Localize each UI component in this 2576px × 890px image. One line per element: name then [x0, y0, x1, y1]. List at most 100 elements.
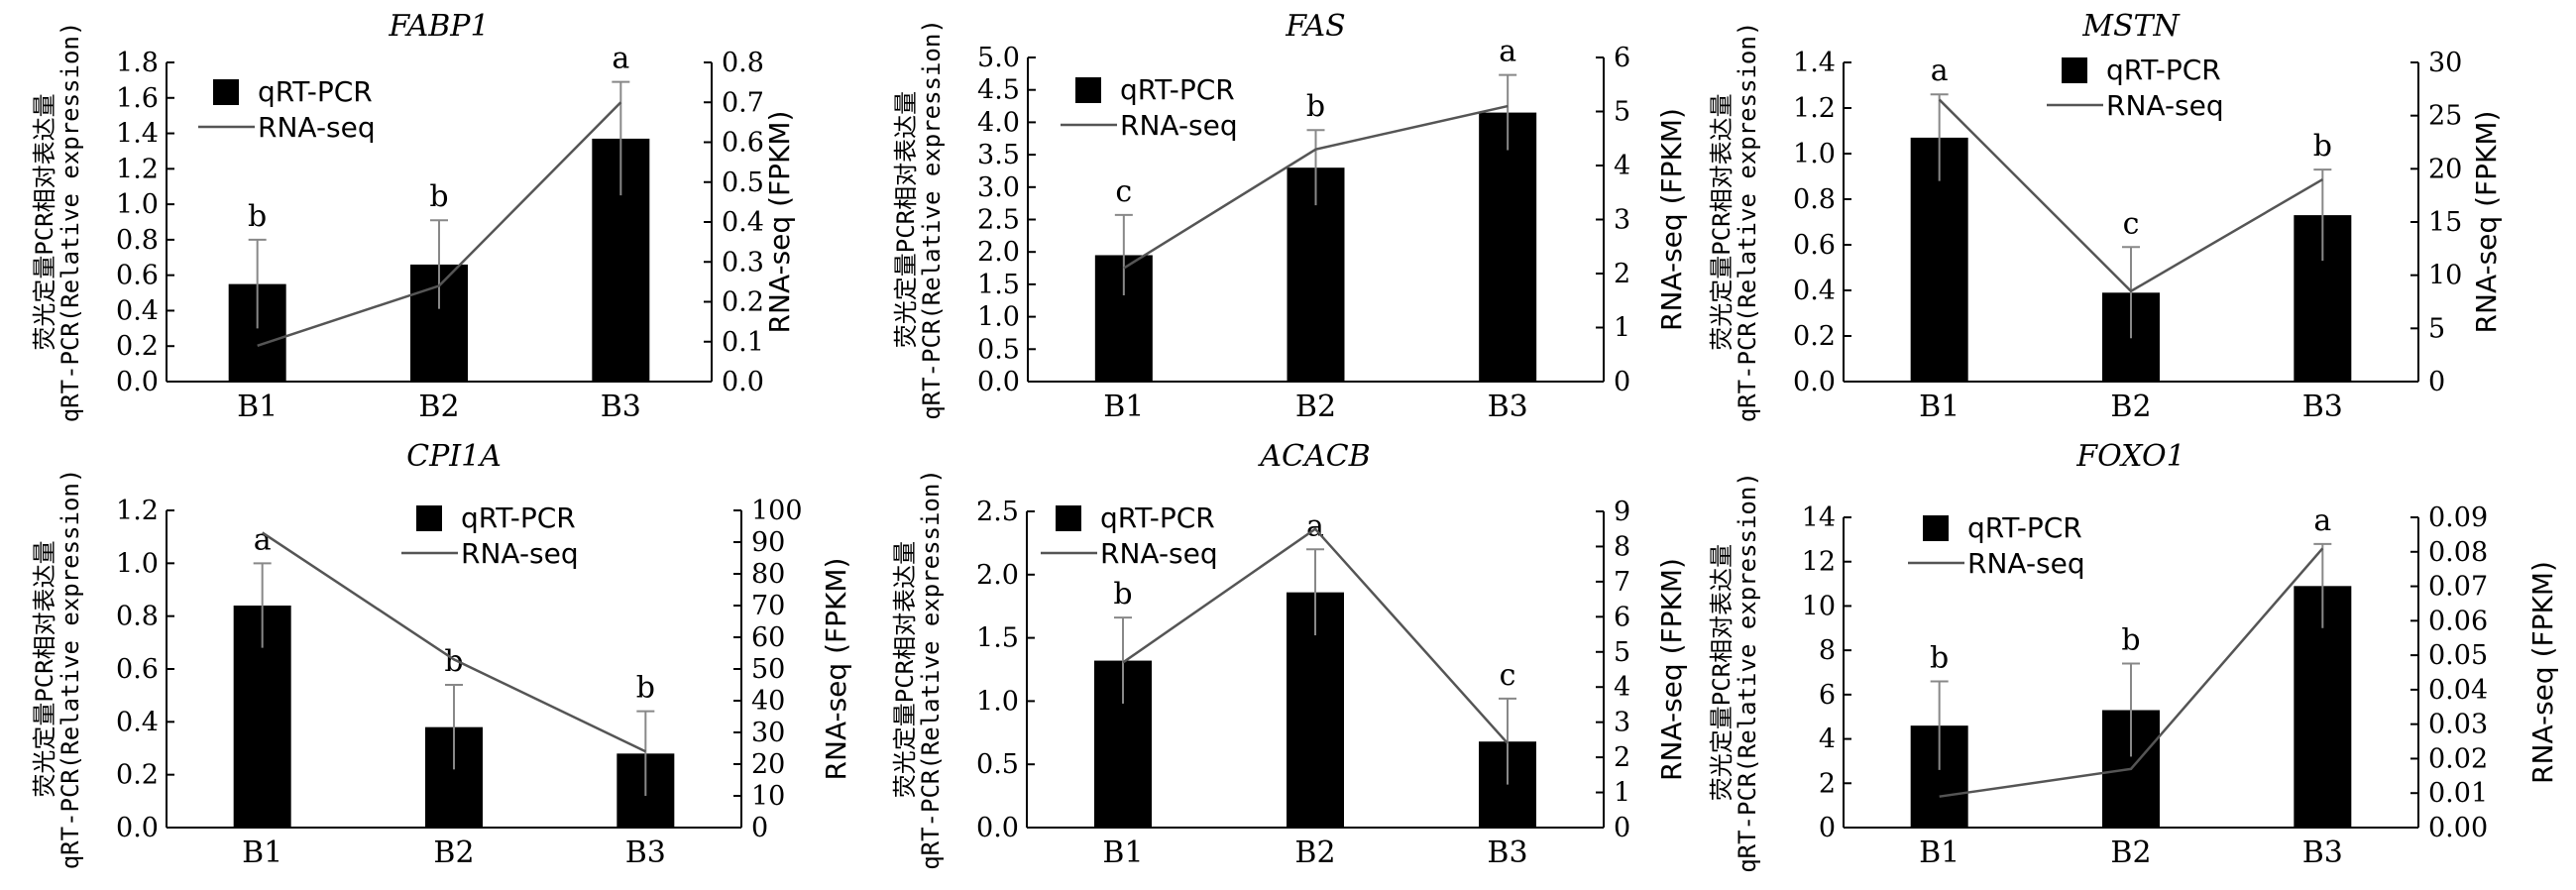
chart-panel-mstn: MSTN 0.0 0.2 0.4 0.6 0.8 1.0 1.2 1.4 0 5 10 15 20 25 30…	[1708, 9, 2503, 424]
category-label: B2	[2110, 835, 2151, 870]
y2-tick-label: 0.02	[2428, 743, 2488, 774]
y-tick-label: 1.0	[116, 548, 159, 579]
y-axis-title-en: qRT-PCR(Relative expression)	[918, 19, 946, 420]
y2-tick-label: 5	[2428, 313, 2445, 344]
category-label: B1	[1919, 835, 1960, 870]
y-axis-title-en: qRT-PCR(Relative expression)	[56, 469, 84, 870]
legend-bar-swatch	[1923, 515, 1949, 541]
y2-tick-label: 10	[2428, 261, 2462, 291]
y-tick-label: 0.4	[116, 707, 159, 737]
significance-label: b	[2313, 129, 2332, 164]
category-label: B3	[1488, 389, 1528, 424]
y-axis-title-cn: 荧光定量PCR相对表达量	[1708, 93, 1736, 350]
bar-b3	[1479, 112, 1537, 382]
y-tick-label: 12	[1802, 547, 1836, 578]
y-tick-label: 1.6	[116, 83, 159, 114]
y2-tick-label: 8	[1614, 531, 1630, 562]
y-tick-label: 0.8	[116, 225, 159, 256]
chart-title: FAS	[1285, 9, 1345, 44]
y-tick-label: 3.0	[977, 172, 1020, 203]
legend-bar-swatch	[416, 505, 442, 531]
significance-label: b	[248, 199, 267, 234]
legend-line-label: RNA-seq	[1120, 109, 1238, 142]
significance-label: b	[1930, 640, 1949, 675]
chart-panel-foxo1: FOXO1 0 2 4 6 8 10 12 14 0.00 0.01 0.020.03 0.04 0.05…	[1708, 439, 2559, 873]
category-label: B2	[433, 835, 474, 870]
y-axis-title-cn: 荧光定量PCR相对表达量	[1708, 544, 1736, 801]
y2-tick-label: 4	[1614, 151, 1630, 181]
y2-tick-label: 2	[1614, 742, 1630, 773]
category-label: B1	[237, 389, 278, 424]
legend-line-label: RNA-seq	[1100, 537, 1218, 570]
y-tick-label: 2.0	[977, 237, 1020, 268]
y2-axis-title: RNA-seq (FPKM)	[1655, 108, 1688, 331]
y2-axis-title: RNA-seq (FPKM)	[763, 111, 796, 334]
y-tick-label: 4.5	[977, 75, 1020, 106]
legend-bar-label: qRT-PCR	[1100, 501, 1215, 534]
y2-tick-label: 60	[751, 622, 785, 653]
y-tick-label: 1.4	[116, 119, 159, 150]
y2-tick-label: 30	[751, 718, 785, 748]
significance-label: c	[1115, 174, 1132, 209]
y2-tick-label: 90	[751, 527, 785, 558]
category-label: B1	[1103, 389, 1144, 424]
significance-label: a	[1306, 508, 1324, 543]
y-axis-title-en: qRT-PCR(Relative expression)	[56, 22, 84, 423]
chart-title: MSTN	[2081, 9, 2181, 44]
y2-tick-label: 0	[1614, 813, 1630, 843]
y2-tick-label: 20	[751, 749, 785, 780]
y2-tick-label: 0.6	[722, 128, 764, 159]
significance-label: b	[1306, 89, 1325, 124]
y-tick-label: 1.4	[1793, 48, 1836, 78]
significance-label: c	[1500, 658, 1516, 693]
rna-seq-line	[261, 531, 646, 753]
y-tick-label: 0.6	[1793, 230, 1836, 261]
y2-tick-label: 6	[1614, 43, 1630, 73]
y-tick-label: 14	[1802, 502, 1836, 533]
y-tick-label: 0.2	[116, 760, 159, 791]
legend-bar-label: qRT-PCR	[2106, 54, 2221, 86]
legend-bar-swatch	[1056, 505, 1081, 531]
y-tick-label: 0.5	[976, 749, 1019, 780]
chart-title: CPI1A	[406, 439, 502, 474]
significance-label: a	[1499, 35, 1516, 69]
y2-tick-label: 10	[751, 781, 785, 812]
legend-line-label: RNA-seq	[1967, 547, 2085, 580]
y2-tick-label: 80	[751, 559, 785, 590]
legend-bar-swatch	[213, 79, 239, 105]
y-tick-label: 4.0	[977, 107, 1020, 138]
y-tick-label: 1.5	[976, 623, 1019, 654]
legend-bar-label: qRT-PCR	[461, 501, 576, 534]
chart-panel-cpi1a: CPI1A 0.0 0.2 0.4 0.6 0.8 1.0 1.2 01020304050607…	[31, 439, 852, 870]
significance-label: a	[2313, 503, 2331, 538]
y2-tick-label: 3	[1614, 205, 1630, 236]
y2-tick-label: 0.5	[722, 167, 764, 198]
y2-tick-label: 0	[751, 813, 768, 843]
y-tick-label: 0.8	[1793, 184, 1836, 215]
legend-bar-label: qRT-PCR	[1120, 73, 1235, 106]
y-tick-label: 2	[1819, 768, 1836, 799]
y-axis-title-cn: 荧光定量PCR相对表达量	[892, 91, 920, 348]
y-tick-label: 0.0	[976, 813, 1019, 843]
y-tick-label: 0.8	[116, 602, 159, 632]
y2-tick-label: 0.07	[2428, 572, 2488, 603]
chart-panel-fabp1: FABP1 0.0 0.2 0.4 0.6 0.8 1.0 1.2 1.4 1.6 1.8 0.0 0.…	[31, 9, 796, 424]
y2-tick-label: 20	[2428, 154, 2462, 184]
y2-tick-label: 7	[1614, 567, 1630, 598]
y2-tick-label: 0.3	[722, 247, 764, 278]
y-tick-label: 1.2	[116, 154, 159, 184]
y-tick-label: 0.4	[1793, 276, 1836, 306]
category-label: B1	[242, 835, 282, 870]
y2-tick-label: 0.03	[2428, 710, 2488, 740]
y2-tick-label: 0.00	[2428, 813, 2488, 843]
y-axis-title-en: qRT-PCR(Relative expression)	[1734, 22, 1761, 423]
y2-tick-label: 3	[1614, 708, 1630, 738]
category-label: B3	[601, 389, 641, 424]
significance-label: a	[1931, 54, 1949, 88]
y-axis-title-cn: 荧光定量PCR相对表达量	[31, 93, 58, 350]
chart-title: FABP1	[388, 9, 489, 44]
y-tick-label: 4	[1819, 724, 1836, 755]
category-label: B2	[418, 389, 459, 424]
category-label: B2	[1295, 389, 1336, 424]
